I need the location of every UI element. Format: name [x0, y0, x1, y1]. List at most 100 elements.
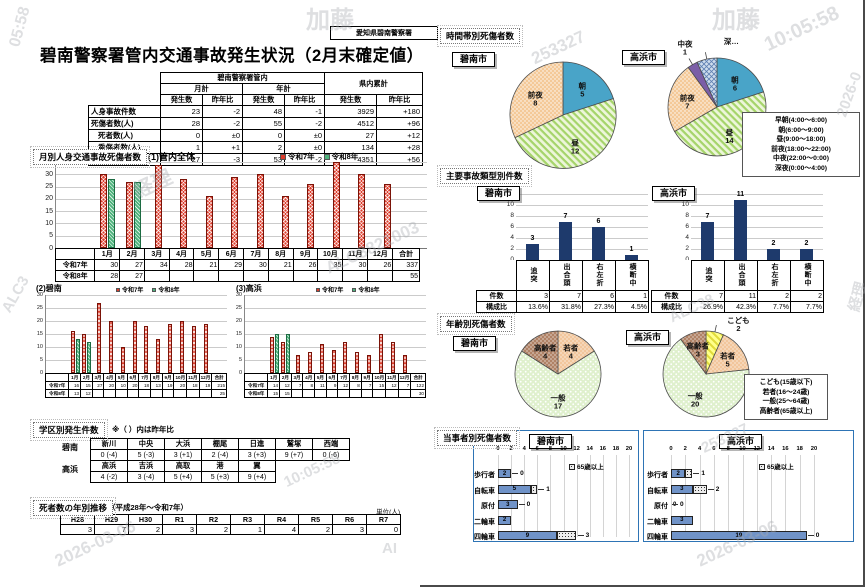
callout-value: 3 — [585, 532, 590, 539]
bar-r8 — [87, 341, 92, 373]
party-row-label: 自転車 — [474, 487, 495, 495]
summary-cell: +1 — [202, 141, 243, 154]
month-cell: 19 — [161, 381, 175, 390]
legend-item-r8: 令和8年 — [152, 285, 180, 294]
age-pie-hekinan-label: 碧南市 — [453, 336, 497, 351]
x-tick-label: 20 — [625, 446, 633, 452]
pie-svg: 朝5 昼12 前夜8 — [509, 61, 617, 169]
bar-r7 — [156, 339, 161, 373]
month-cell — [126, 389, 140, 398]
gridline — [244, 347, 426, 348]
callout-value: 0 — [526, 501, 531, 508]
bar-r7 — [144, 326, 149, 373]
summary-cell: +96 — [376, 117, 423, 130]
gridline — [55, 223, 427, 225]
pie-slice-前夜 — [667, 66, 718, 133]
month-cell: 20 — [173, 381, 188, 390]
hbar-二輪車 — [498, 515, 512, 525]
x-tick-label: 8 — [548, 446, 552, 452]
hatch-swatch-icon — [759, 464, 765, 471]
gridline — [516, 238, 648, 239]
type-cat-row: 追突 出合頭 右左折 横断中 — [652, 260, 824, 291]
month-cell: 15 — [279, 389, 292, 398]
deaths-unit-label: 単位(人) — [376, 509, 400, 516]
label-leader-line — [705, 52, 708, 60]
hbar-value: 5 — [512, 486, 517, 492]
month-data-row: 令和8年 28 27 55 — [54, 270, 420, 282]
time-legend-box: 早朝(4:00～6:00) 朝(6:00～9:00) 昼(9:00～18:00) 前夜… — [742, 112, 860, 177]
legend-label-r7: 令和7年 — [288, 152, 315, 161]
month-cell: 20 — [126, 381, 140, 390]
month-cell — [385, 389, 399, 398]
y-tick-label: 10 — [45, 219, 53, 227]
bar-r7 — [383, 184, 391, 248]
month-data-row: 令和8年 15 15 30 — [243, 389, 426, 398]
type-ratio-row: 構成比 13.6% 31.8% 27.3% 4.5% — [476, 301, 649, 313]
ratio-cell: 42.3% — [724, 301, 758, 313]
pie-value: 17 — [554, 402, 562, 411]
month-cell: 8 — [349, 381, 362, 390]
legend-label-r8: 令和8年 — [158, 288, 180, 294]
summary-cell: +12 — [376, 129, 423, 142]
page-title: 碧南警察署管内交通事故発生状況（2月末確定値） — [40, 47, 424, 65]
legend-item-r8: 令和8年 — [352, 285, 380, 294]
summary-cell: 0 — [160, 129, 203, 142]
gridline — [691, 238, 823, 239]
hbar-value: 3 — [680, 517, 684, 523]
pie-value: 2 — [736, 324, 740, 333]
party-chart-title: 碧南市 — [529, 434, 573, 449]
legend-label-r8: 令和8年 — [358, 288, 380, 294]
month-cell: 20 — [103, 381, 117, 390]
deaths-by-year-table: H28 H29 H30 R1 R2 R3 R4 R5 R6 R7 3 7 2 3 2 1 4 2 3 0 — [60, 514, 401, 535]
month-cell: 9 — [325, 381, 339, 390]
month-cell: 13 — [150, 381, 163, 390]
gridline — [742, 455, 744, 537]
month-cell — [292, 270, 319, 282]
y-tick-label: 15 — [45, 207, 53, 215]
bar-value: 7 — [705, 212, 710, 220]
school-header-row: 新川 中央 大浜 棚尾 日進 鷲塚 西端 — [90, 438, 350, 450]
school-cell: 9 (+7) — [275, 449, 313, 461]
month-cell: 16 — [68, 381, 82, 390]
month-cell: 28 — [94, 270, 121, 282]
gridline — [685, 455, 687, 537]
summary-cell: -2 — [202, 105, 243, 118]
gridline — [728, 455, 730, 537]
summary-cell: 3929 — [324, 105, 377, 118]
callout-value: 1 — [546, 485, 550, 493]
count-cell: 7 — [691, 290, 725, 302]
summary-cell: 48 — [242, 105, 285, 118]
pie-slice-一般 — [514, 350, 602, 418]
summary-cell: 2 — [242, 141, 285, 154]
bar-r7 — [332, 162, 340, 248]
month-cell — [397, 389, 412, 398]
gridline — [244, 295, 426, 296]
time-pie-hekinan: 朝 5 昼 12 前夜 8 — [506, 58, 620, 177]
month-cell — [218, 270, 245, 282]
bar-r7 — [319, 344, 324, 373]
summary-cell: ±0 — [284, 129, 325, 142]
bar-横断中 — [625, 254, 638, 260]
watermark-text: AI — [382, 540, 397, 557]
type-chart-takahama: 02468101271122追突出合頭右左折横断中件数71122構成比26.9%… — [643, 182, 825, 314]
bar-r7 — [282, 196, 289, 248]
gridline — [55, 162, 427, 163]
bar-r7 — [96, 302, 101, 373]
y-tick-label: 30 — [36, 291, 43, 298]
section-age-label: 年齢別死傷者数 — [437, 313, 515, 335]
x-tick-label: 8 — [726, 446, 730, 452]
summary-cell: 55 — [242, 117, 285, 130]
hbar-65plus-自転車 — [530, 484, 538, 494]
x-tick-label: 20 — [810, 446, 818, 452]
bar-r7 — [191, 326, 196, 373]
month-cell: 18 — [186, 381, 200, 390]
deaths-cell: 7 — [94, 524, 129, 535]
month-cell: 13 — [68, 389, 82, 398]
school-group-hekinan-label: 碧南 — [62, 443, 78, 452]
deaths-cell: 3 — [60, 524, 95, 535]
pie-label: 若者 — [562, 343, 578, 353]
school-cell: 5 (-3) — [127, 449, 165, 461]
month-cell: 12 — [337, 381, 351, 390]
hatch-swatch-icon — [569, 464, 575, 471]
